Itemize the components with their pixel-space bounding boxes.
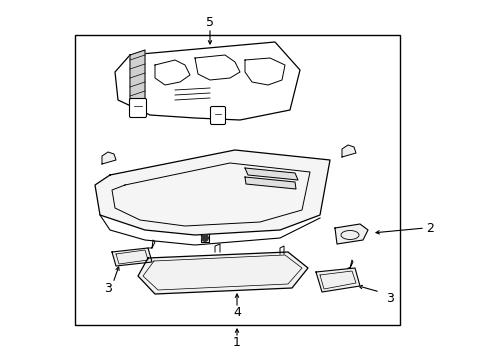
Text: 4: 4 xyxy=(233,306,241,319)
Text: 1: 1 xyxy=(233,336,241,348)
Polygon shape xyxy=(102,152,116,164)
Polygon shape xyxy=(112,248,152,266)
Polygon shape xyxy=(138,252,307,294)
Polygon shape xyxy=(244,177,295,189)
Bar xyxy=(75,35,399,325)
Text: 3: 3 xyxy=(385,292,393,305)
Polygon shape xyxy=(244,168,297,180)
Polygon shape xyxy=(341,145,355,157)
Polygon shape xyxy=(115,42,299,120)
Text: 2: 2 xyxy=(425,221,433,234)
Text: 5: 5 xyxy=(205,15,214,28)
FancyBboxPatch shape xyxy=(129,99,146,117)
Polygon shape xyxy=(315,268,359,292)
Polygon shape xyxy=(95,150,329,235)
FancyBboxPatch shape xyxy=(210,107,225,125)
Polygon shape xyxy=(334,224,367,244)
Circle shape xyxy=(201,234,208,242)
Polygon shape xyxy=(130,50,145,115)
Text: 3: 3 xyxy=(104,282,112,294)
